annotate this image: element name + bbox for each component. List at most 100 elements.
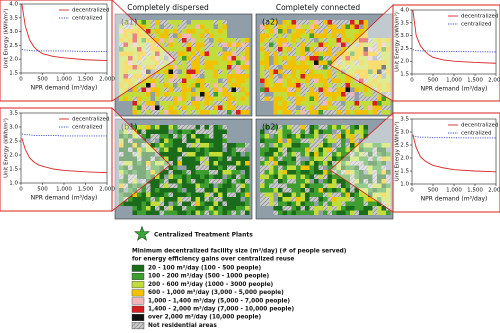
- map-cell: [155, 47, 160, 52]
- map-cell: [213, 56, 218, 61]
- map-cell: [231, 179, 236, 184]
- map-cell: [341, 56, 346, 61]
- map-cell: [141, 69, 146, 74]
- map-cell: [123, 20, 128, 25]
- map-cell: [314, 60, 319, 65]
- map-cell: [260, 152, 265, 157]
- map-cell: [146, 170, 151, 175]
- series-line: [412, 135, 496, 139]
- map-cell: [341, 105, 346, 110]
- map-cell: [354, 51, 359, 56]
- map-cell: [372, 92, 377, 97]
- map-cell: [155, 125, 160, 130]
- map-cell: [345, 92, 350, 97]
- map-cell: [146, 74, 151, 79]
- map-cell: [236, 192, 241, 197]
- map-cell: [155, 38, 160, 43]
- map-cell: [155, 78, 160, 83]
- map-cell: [209, 96, 214, 101]
- map-cell: [309, 56, 314, 61]
- map-cell: [282, 170, 287, 175]
- map-cell: [200, 170, 205, 175]
- map-cell: [195, 110, 200, 115]
- map-cell: [341, 210, 346, 215]
- map-cell: [150, 60, 155, 65]
- map-cell: [318, 210, 323, 215]
- map-cell: [186, 74, 191, 79]
- map-cell: [204, 174, 209, 179]
- legend-title: Minimum decentralized facility size (m³/…: [132, 248, 347, 255]
- map-cell: [195, 165, 200, 170]
- map-cell: [240, 147, 245, 152]
- map-cell: [213, 165, 218, 170]
- map-cell: [200, 87, 205, 92]
- map-cell: [363, 125, 368, 130]
- map-cell: [386, 38, 391, 43]
- map-cell: [150, 156, 155, 161]
- map-cell: [159, 206, 164, 211]
- map-cell: [278, 110, 283, 115]
- map-cell: [309, 105, 314, 110]
- map-cell: [164, 161, 169, 166]
- map-cell: [386, 192, 391, 197]
- map-cell: [278, 138, 283, 143]
- map-cell: [287, 129, 292, 134]
- map-cell: [354, 20, 359, 25]
- map-cell: [278, 101, 283, 106]
- map-cell: [300, 105, 305, 110]
- map-cell: [209, 69, 214, 74]
- map-cell: [159, 38, 164, 43]
- map-cell: [359, 38, 364, 43]
- map-cell: [141, 192, 146, 197]
- map-cell: [332, 96, 337, 101]
- map-cell: [287, 183, 292, 188]
- map-cell: [173, 129, 178, 134]
- map-cell: [377, 188, 382, 193]
- y-tick-label: 2.0: [400, 156, 409, 162]
- map-cell: [200, 156, 205, 161]
- map-cell: [305, 33, 310, 38]
- map-cell: [195, 78, 200, 83]
- map-cell: [291, 192, 296, 197]
- map-cell: [236, 156, 241, 161]
- map-cell: [264, 152, 269, 157]
- map-cell: [177, 24, 182, 29]
- map-cell: [141, 20, 146, 25]
- map-cell: [300, 165, 305, 170]
- map-cell: [323, 210, 328, 215]
- map-cell: [350, 101, 355, 106]
- map-cell: [222, 143, 227, 148]
- y-tick-label: 3.0: [400, 130, 409, 136]
- map-cell: [141, 60, 146, 65]
- map-cell: [236, 69, 241, 74]
- map-cell: [195, 174, 200, 179]
- map-cell: [240, 96, 245, 101]
- map-cell: [137, 83, 142, 88]
- map-cell: [222, 138, 227, 143]
- map-cell: [359, 156, 364, 161]
- map-cell: [155, 143, 160, 148]
- map-cell: [182, 105, 187, 110]
- legend-label: over 2,000 m³/day (10,000 people): [148, 314, 261, 321]
- map-cell: [159, 92, 164, 97]
- map-cell: [264, 83, 269, 88]
- map-cell: [359, 74, 364, 79]
- map-cell: [209, 20, 214, 25]
- map-cell: [368, 69, 373, 74]
- map-cell: [296, 161, 301, 166]
- map-cell: [155, 56, 160, 61]
- map-cell: [341, 42, 346, 47]
- map-cell: [164, 69, 169, 74]
- map-cell: [195, 197, 200, 202]
- map-cell: [350, 206, 355, 211]
- map-cell: [264, 156, 269, 161]
- map-cell: [177, 152, 182, 157]
- map-cell: [264, 143, 269, 148]
- map-cell: [323, 74, 328, 79]
- map-cell: [128, 188, 133, 193]
- map-cell: [159, 125, 164, 130]
- map-cell: [159, 174, 164, 179]
- map-cell: [291, 129, 296, 134]
- map-cell: [300, 170, 305, 175]
- map-cell: [137, 179, 142, 184]
